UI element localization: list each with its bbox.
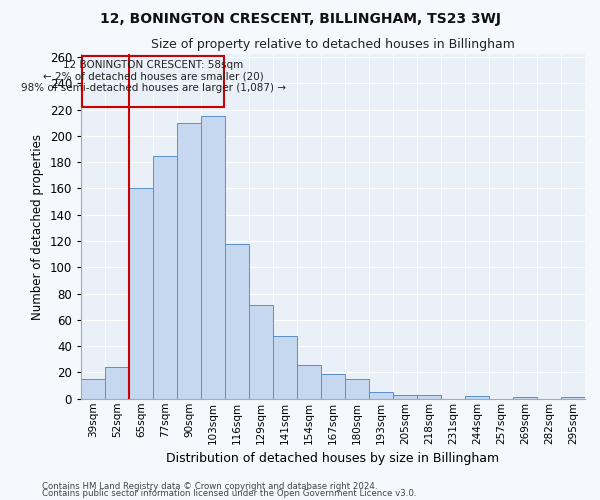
Bar — [393, 395, 417, 399]
Text: ← 2% of detached houses are smaller (20): ← 2% of detached houses are smaller (20) — [43, 72, 263, 82]
X-axis label: Distribution of detached houses by size in Billingham: Distribution of detached houses by size … — [166, 452, 500, 465]
Text: 12 BONINGTON CRESCENT: 58sqm: 12 BONINGTON CRESCENT: 58sqm — [63, 60, 243, 70]
Title: Size of property relative to detached houses in Billingham: Size of property relative to detached ho… — [151, 38, 515, 51]
Bar — [153, 156, 177, 399]
Bar — [105, 367, 129, 399]
Bar — [561, 398, 585, 399]
Bar — [225, 244, 249, 399]
Bar — [297, 364, 321, 399]
Bar — [82, 56, 224, 107]
Text: Contains HM Land Registry data © Crown copyright and database right 2024.: Contains HM Land Registry data © Crown c… — [42, 482, 377, 491]
Bar — [321, 374, 345, 399]
Bar — [81, 379, 105, 399]
Bar — [369, 392, 393, 399]
Text: Contains public sector information licensed under the Open Government Licence v3: Contains public sector information licen… — [42, 489, 416, 498]
Text: 12, BONINGTON CRESCENT, BILLINGHAM, TS23 3WJ: 12, BONINGTON CRESCENT, BILLINGHAM, TS23… — [100, 12, 500, 26]
Bar — [513, 398, 537, 399]
Bar — [177, 123, 201, 399]
Bar — [465, 396, 489, 399]
Bar — [417, 395, 441, 399]
Bar — [273, 336, 297, 399]
Bar — [201, 116, 225, 399]
Bar — [345, 379, 369, 399]
Y-axis label: Number of detached properties: Number of detached properties — [31, 134, 44, 320]
Text: 98% of semi-detached houses are larger (1,087) →: 98% of semi-detached houses are larger (… — [20, 84, 286, 94]
Bar — [129, 188, 153, 399]
Bar — [249, 306, 273, 399]
